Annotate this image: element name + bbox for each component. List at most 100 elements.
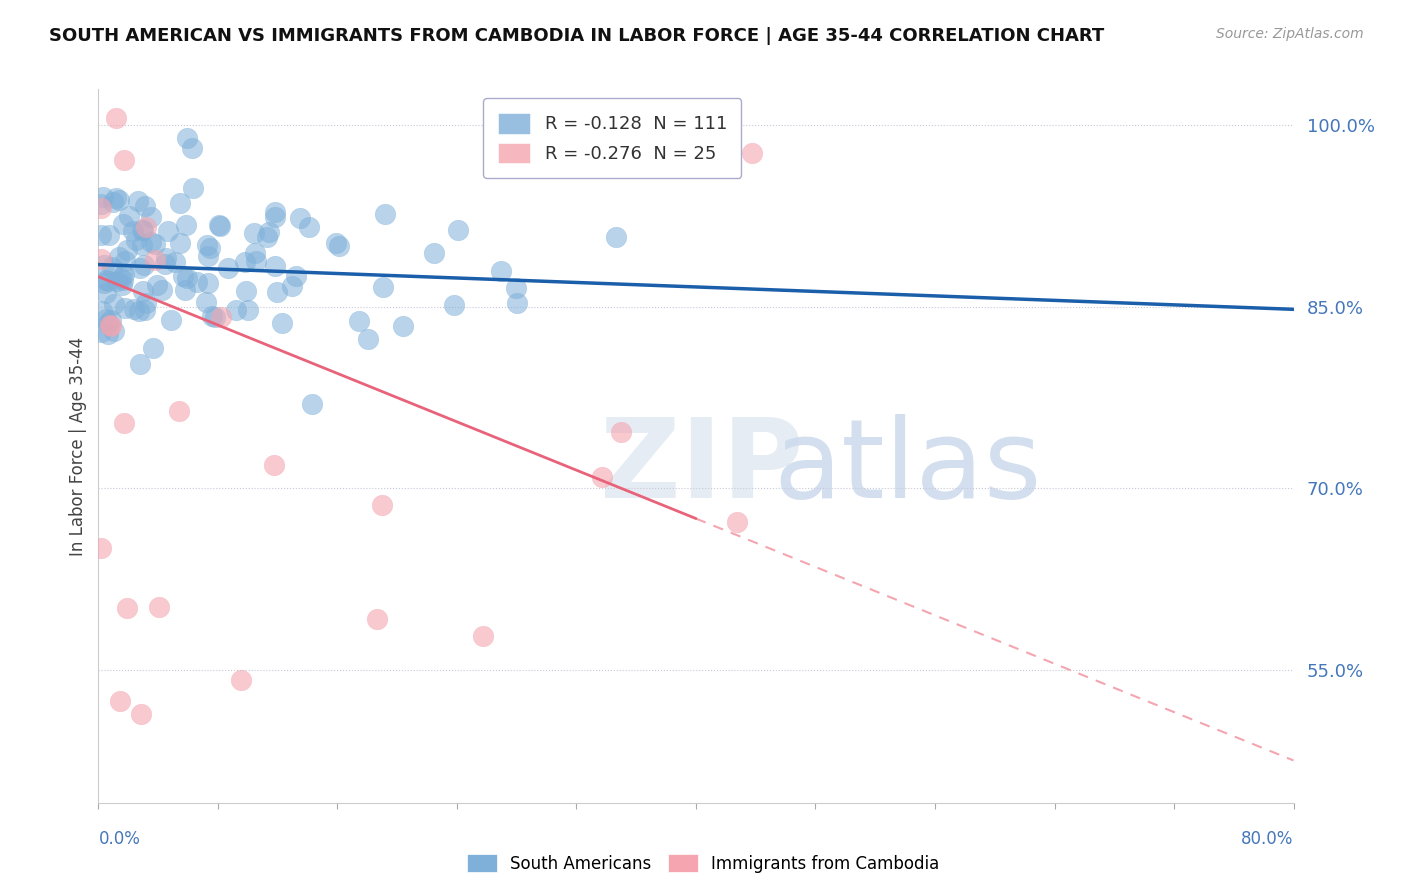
Point <box>328 239 350 253</box>
Point <box>243 226 266 240</box>
Point <box>100 319 122 334</box>
Point <box>110 271 132 285</box>
Point <box>101 260 124 274</box>
Point <box>91 304 114 318</box>
Point <box>366 612 388 626</box>
Point <box>505 281 527 295</box>
Point <box>156 224 179 238</box>
Point <box>118 209 141 223</box>
Text: SOUTH AMERICAN VS IMMIGRANTS FROM CAMBODIA IN LABOR FORCE | AGE 35-44 CORRELATIO: SOUTH AMERICAN VS IMMIGRANTS FROM CAMBOD… <box>49 27 1105 45</box>
Point <box>127 194 149 209</box>
Point <box>141 210 163 224</box>
Point <box>245 254 267 268</box>
Point <box>111 217 134 231</box>
Point <box>263 260 285 274</box>
Point <box>114 267 136 281</box>
Point <box>225 302 247 317</box>
Point <box>374 207 396 221</box>
Point <box>117 600 139 615</box>
Point <box>167 404 190 418</box>
Point <box>181 141 204 155</box>
Point <box>105 274 128 288</box>
Point <box>142 341 165 355</box>
Point <box>100 313 122 327</box>
Point <box>263 458 285 472</box>
Point <box>90 541 112 555</box>
Legend: R = -0.128  N = 111, R = -0.276  N = 25: R = -0.128 N = 111, R = -0.276 N = 25 <box>484 98 741 178</box>
Point <box>301 397 323 411</box>
Point <box>128 260 150 275</box>
Text: 0.0%: 0.0% <box>98 830 141 848</box>
Point <box>97 275 120 289</box>
Point <box>281 278 304 293</box>
Point <box>115 243 138 257</box>
Point <box>371 280 394 294</box>
Point <box>97 317 120 331</box>
Point <box>169 236 191 251</box>
Point <box>266 285 288 300</box>
Point <box>325 235 347 250</box>
Point <box>195 238 218 252</box>
Point <box>148 599 170 614</box>
Point <box>93 277 115 291</box>
Point <box>135 296 157 310</box>
Point <box>90 196 112 211</box>
Point <box>107 250 129 264</box>
Point <box>176 270 198 285</box>
Point <box>112 416 135 430</box>
Point <box>93 258 115 272</box>
Point <box>121 224 143 238</box>
Point <box>447 223 470 237</box>
Point <box>181 181 204 195</box>
Point <box>217 261 239 276</box>
Point <box>153 257 176 271</box>
Point <box>506 295 529 310</box>
Point <box>229 673 252 688</box>
Point <box>491 264 513 278</box>
Point <box>264 205 287 219</box>
Point <box>96 285 118 300</box>
Point <box>741 146 763 161</box>
Point <box>132 284 155 298</box>
Point <box>259 225 281 239</box>
Point <box>107 193 129 207</box>
Point <box>103 297 125 311</box>
Point <box>233 255 256 269</box>
Point <box>90 201 112 215</box>
Point <box>163 255 186 269</box>
Point <box>112 153 135 167</box>
Point <box>204 310 226 324</box>
Point <box>256 230 278 244</box>
Point <box>208 219 231 234</box>
Point <box>91 190 114 204</box>
Point <box>114 254 136 268</box>
Point <box>129 707 152 722</box>
Point <box>610 425 633 440</box>
Point <box>172 268 194 283</box>
Point <box>101 194 124 209</box>
Point <box>392 318 415 333</box>
Point <box>132 258 155 272</box>
Point <box>150 283 173 297</box>
Point <box>108 694 131 708</box>
Point <box>96 312 118 326</box>
Point <box>103 324 125 338</box>
Point <box>236 303 259 318</box>
Point <box>200 241 222 255</box>
Point <box>132 223 155 237</box>
Point <box>122 301 145 316</box>
Point <box>131 223 153 237</box>
Point <box>725 516 748 530</box>
Y-axis label: In Labor Force | Age 35-44: In Labor Force | Age 35-44 <box>69 336 87 556</box>
Text: atlas: atlas <box>773 414 1042 521</box>
Point <box>135 220 157 235</box>
Point <box>472 629 495 643</box>
Point <box>186 275 208 289</box>
Point <box>141 235 163 250</box>
Point <box>209 310 232 324</box>
Point <box>134 302 156 317</box>
Legend: South Americans, Immigrants from Cambodia: South Americans, Immigrants from Cambodi… <box>460 847 946 880</box>
Point <box>94 273 117 287</box>
Point <box>298 219 321 234</box>
Point <box>98 228 121 243</box>
